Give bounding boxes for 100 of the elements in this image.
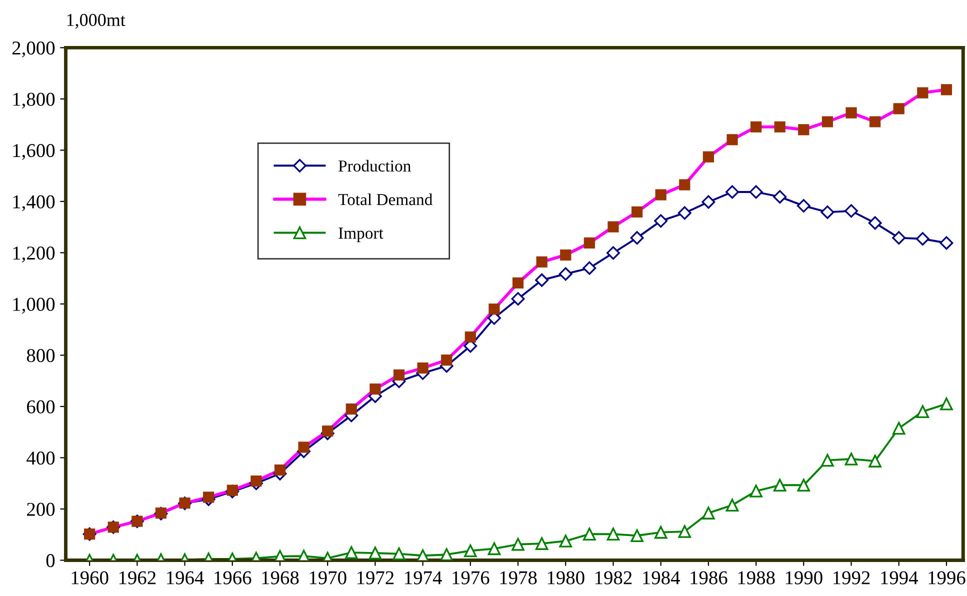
point <box>560 249 572 261</box>
point <box>488 542 501 556</box>
y-tick-label: 400 <box>26 452 55 465</box>
point <box>726 498 739 512</box>
point <box>821 454 834 467</box>
point <box>559 534 572 548</box>
point <box>917 87 928 98</box>
point <box>892 231 906 245</box>
x-tick-label: 1988 <box>738 571 775 584</box>
point <box>250 475 262 487</box>
point <box>702 506 715 520</box>
x-tick-label: 1966 <box>214 571 252 584</box>
point <box>822 116 834 128</box>
y-tick-label: 1,200 <box>13 246 55 262</box>
x-tick-label: 1986 <box>690 571 728 584</box>
point <box>535 537 548 550</box>
point <box>392 547 406 560</box>
x-tick-label: 1970 <box>310 571 346 584</box>
point <box>464 544 477 558</box>
point <box>726 185 739 199</box>
point <box>654 214 668 228</box>
point <box>820 205 834 219</box>
point <box>512 277 524 288</box>
y-tick-label: 1,600 <box>13 144 55 160</box>
point <box>798 124 810 136</box>
x-tick-label: 1962 <box>119 571 156 584</box>
y-axis-title: 1,000mt <box>67 14 126 29</box>
point <box>346 403 357 415</box>
point <box>606 246 620 260</box>
point <box>535 273 549 287</box>
x-tick-label: 1992 <box>834 571 870 584</box>
point <box>512 538 524 551</box>
point <box>868 454 882 468</box>
point <box>749 185 763 199</box>
point <box>940 236 954 250</box>
point <box>608 221 619 232</box>
legend-label: Total Demand <box>338 193 432 206</box>
point <box>773 190 787 204</box>
point <box>631 206 643 218</box>
point <box>797 478 810 492</box>
point <box>750 121 762 132</box>
point <box>702 151 714 162</box>
point <box>844 204 858 218</box>
x-tick-label: 1980 <box>548 571 584 584</box>
point <box>322 426 334 437</box>
point <box>488 304 500 315</box>
point <box>440 548 453 560</box>
point <box>844 452 858 466</box>
point <box>441 354 452 366</box>
y-tick-label: 200 <box>27 502 55 516</box>
point <box>870 116 881 128</box>
y-tick-label: 1,800 <box>13 92 55 109</box>
point <box>606 528 620 540</box>
point <box>726 134 738 146</box>
point <box>679 179 690 190</box>
point <box>893 103 904 114</box>
x-tick-label: 1976 <box>452 571 490 584</box>
y-tick-label: 0 <box>46 554 55 568</box>
point <box>226 484 238 496</box>
x-tick-label: 1968 <box>262 571 299 584</box>
point <box>868 216 882 230</box>
point <box>393 369 405 381</box>
x-tick-label: 1978 <box>500 571 537 584</box>
point <box>916 232 930 246</box>
point <box>203 492 214 503</box>
point <box>511 292 525 306</box>
legend-label: Import <box>338 228 384 242</box>
point <box>796 199 810 213</box>
legend-label: Production <box>338 160 411 172</box>
point <box>536 256 548 268</box>
x-tick-label: 1982 <box>595 571 632 584</box>
point <box>655 189 666 200</box>
point <box>583 528 596 540</box>
x-tick-label: 1974 <box>405 571 442 584</box>
point <box>702 195 716 209</box>
point <box>750 484 762 498</box>
point <box>274 464 286 476</box>
point <box>678 206 692 220</box>
x-tick-label: 1972 <box>357 571 394 584</box>
point <box>584 237 595 249</box>
point <box>630 231 644 245</box>
x-tick-label: 1994 <box>881 571 918 584</box>
point <box>417 362 428 374</box>
point <box>370 383 381 395</box>
point <box>464 331 476 343</box>
point <box>654 526 668 539</box>
x-tick-label: 1964 <box>167 571 204 584</box>
point <box>582 261 596 275</box>
point <box>368 546 382 560</box>
point <box>916 405 930 418</box>
y-tick-label: 1,000 <box>13 298 55 314</box>
point <box>630 529 644 542</box>
point <box>298 442 310 453</box>
point <box>846 107 857 118</box>
point <box>345 546 358 559</box>
y-tick-label: 600 <box>27 400 55 414</box>
y-tick-label: 1,400 <box>13 195 55 212</box>
x-tick-label: 1984 <box>643 571 680 584</box>
point <box>892 422 906 435</box>
point <box>774 121 786 132</box>
